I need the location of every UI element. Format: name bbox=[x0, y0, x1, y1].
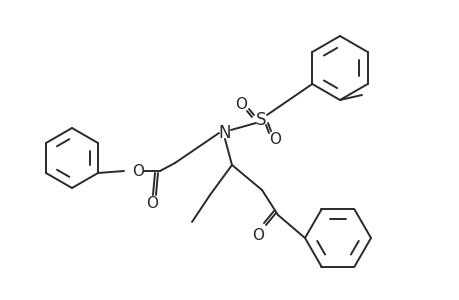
Text: O: O bbox=[252, 229, 263, 244]
Text: O: O bbox=[269, 131, 280, 146]
Text: O: O bbox=[146, 196, 157, 211]
Text: O: O bbox=[235, 97, 246, 112]
Text: S: S bbox=[255, 111, 266, 129]
Text: N: N bbox=[218, 124, 231, 142]
Text: O: O bbox=[132, 164, 144, 178]
